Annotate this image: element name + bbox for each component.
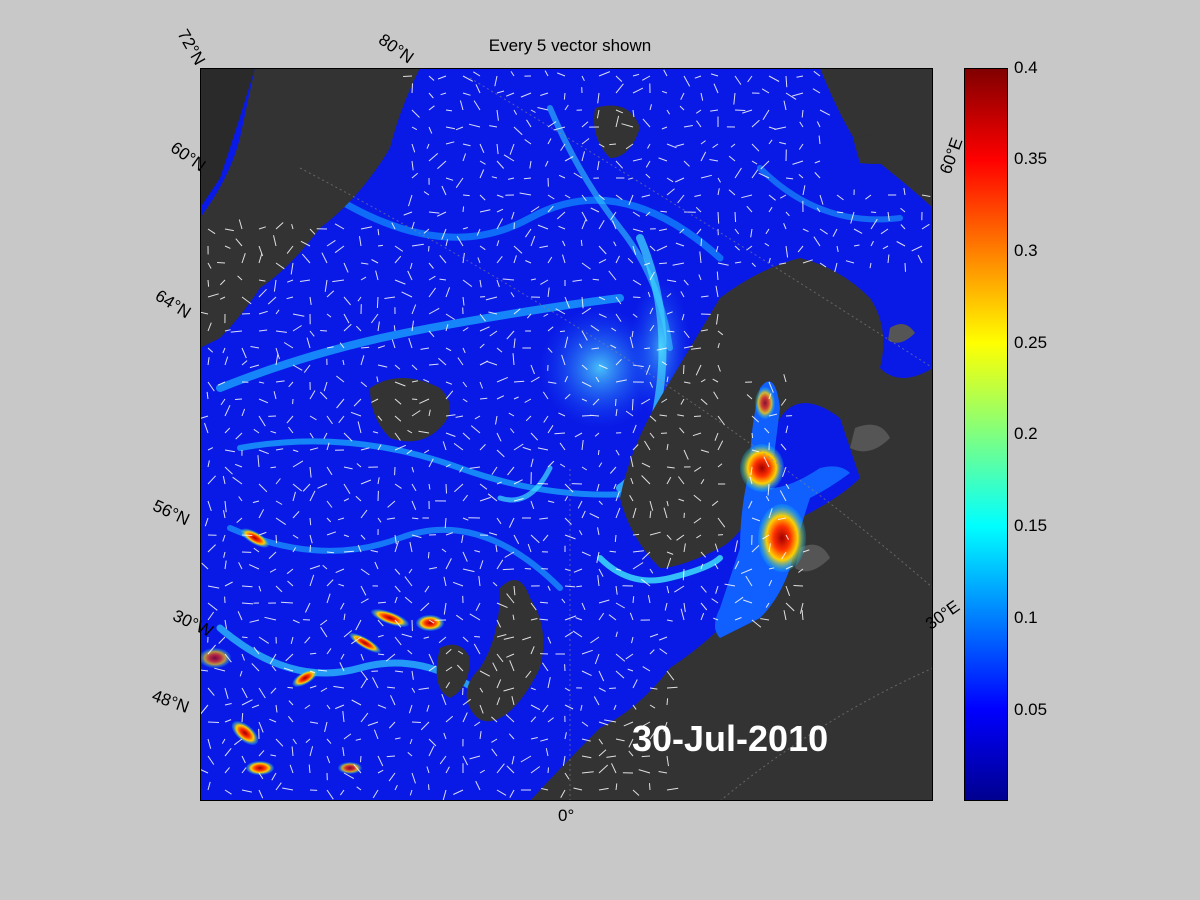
current-speed-map	[200, 68, 933, 801]
colorbar	[964, 68, 1008, 801]
baltic-sea	[715, 381, 850, 638]
lat-label-72n: 72°N	[173, 26, 209, 69]
graticule	[299, 77, 933, 801]
land	[200, 68, 933, 801]
colorbar-tick: 0.2	[1014, 424, 1038, 443]
eddies	[200, 528, 444, 775]
velocity-vectors	[200, 69, 931, 801]
date-label: 30-Jul-2010	[632, 718, 829, 759]
map-title: Every 5 vector shown	[488, 36, 652, 55]
lat-label-48n: 48°N	[149, 686, 192, 717]
colorbar-tick: 0.25	[1014, 333, 1048, 352]
colorbar-tick: 0.1	[1014, 608, 1038, 627]
colorbar-tick: 0.15	[1014, 516, 1048, 535]
colorbar-tick: 0.35	[1014, 149, 1048, 168]
lon-label-0: 0°	[558, 806, 575, 825]
colorbar-tick: 0.3	[1014, 241, 1038, 260]
lat-label-64n: 64°N	[151, 286, 195, 323]
lat-label-80n: 80°N	[375, 30, 418, 68]
lat-label-56n: 56°N	[149, 496, 193, 530]
lon-label-60e: 60°E	[936, 135, 967, 177]
colorbar-tick: 0.05	[1014, 700, 1048, 719]
colorbar-tick: 0.4	[1014, 58, 1038, 77]
